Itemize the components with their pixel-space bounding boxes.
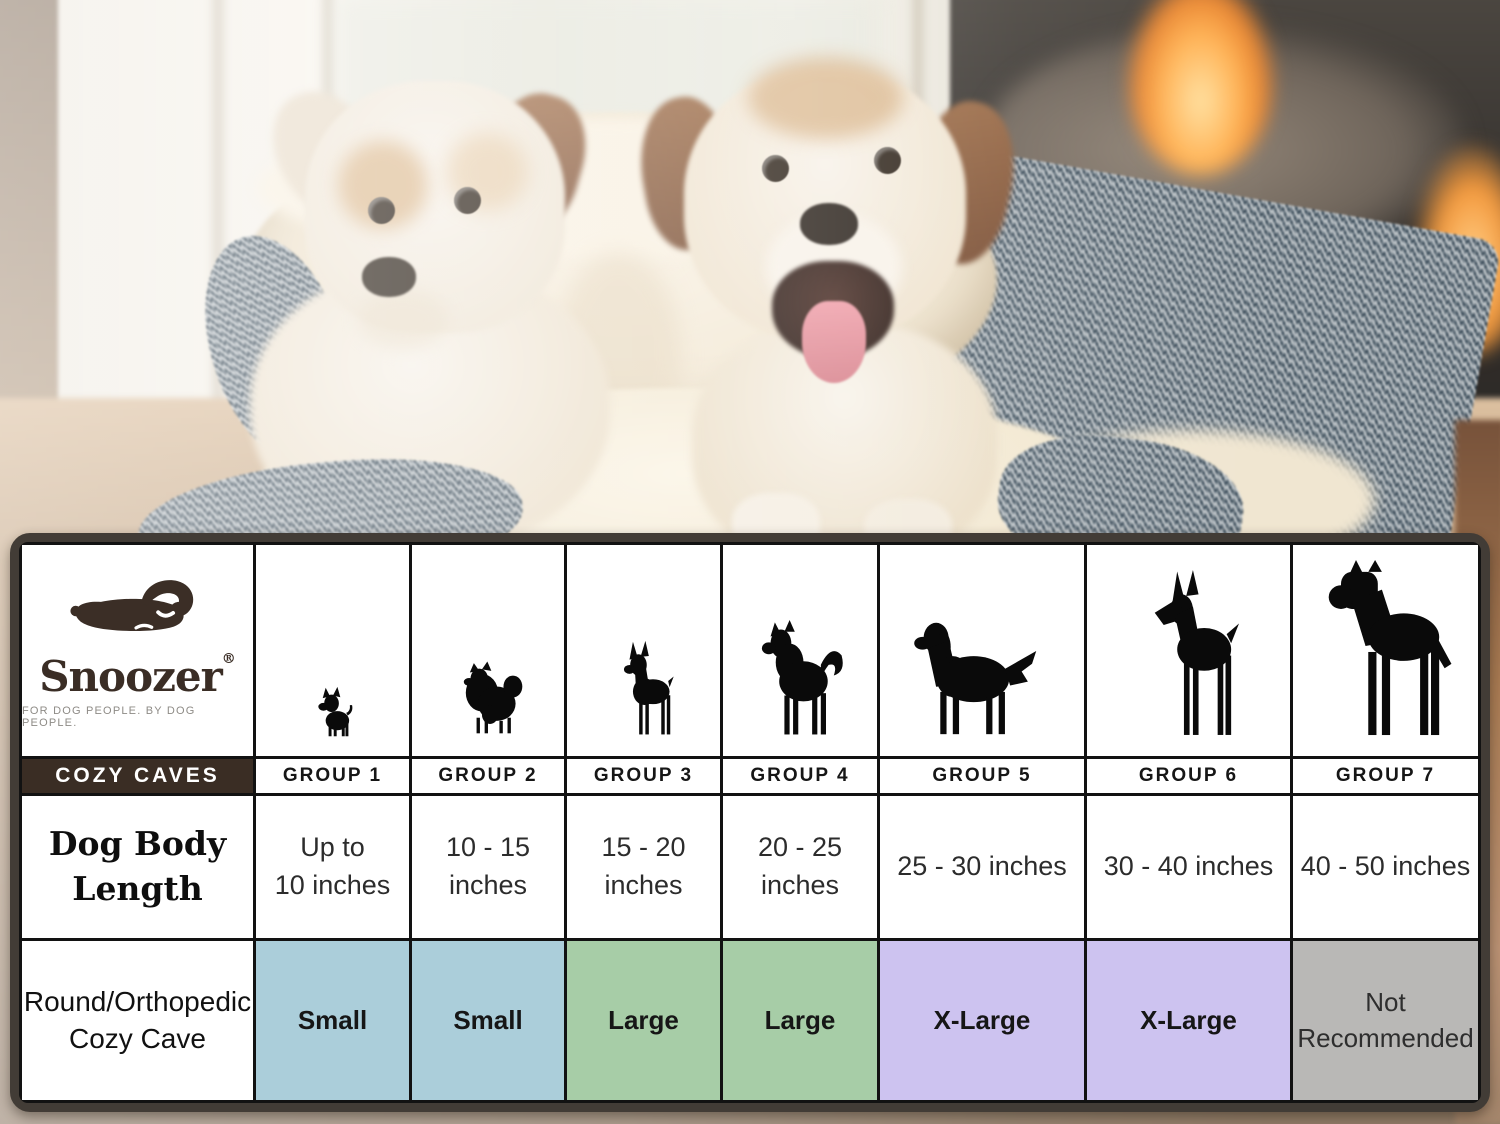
body-length-cell-2: 10 - 15 inches bbox=[412, 796, 564, 938]
pomeranian-silhouette-icon bbox=[463, 661, 523, 734]
group-header-cell-5: GROUP 5 bbox=[880, 759, 1084, 793]
size-cell-3: Large bbox=[567, 941, 720, 1100]
akita-silhouette-icon bbox=[761, 620, 843, 735]
doberman-silhouette-icon bbox=[1154, 570, 1239, 735]
body-length-cell-7: 40 - 50 inches bbox=[1293, 796, 1478, 938]
dog-left-nose bbox=[362, 257, 416, 297]
group-header-cell-7: GROUP 7 bbox=[1293, 759, 1478, 793]
row-header-body-length: Dog Body Length bbox=[22, 796, 253, 938]
body-length-cell-5: 25 - 30 inches bbox=[880, 796, 1084, 938]
group-header-cell-1: GROUP 1 bbox=[256, 759, 409, 793]
snoozer-dog-logo-icon bbox=[69, 580, 193, 632]
size-cell-7: Not Recommended bbox=[1293, 941, 1478, 1100]
size-cell-5: X-Large bbox=[880, 941, 1084, 1100]
body-length-cell-3: 15 - 20 inches bbox=[567, 796, 720, 938]
dog-silhouette-cell-2 bbox=[412, 545, 564, 756]
body-length-cell-6: 30 - 40 inches bbox=[1087, 796, 1290, 938]
body-length-cell-1: Up to 10 inches bbox=[256, 796, 409, 938]
dog-right-eye bbox=[874, 147, 901, 174]
dog-left-eye bbox=[454, 187, 481, 214]
brand-wordmark: Snoozer® bbox=[39, 651, 236, 701]
size-chart-grid: Snoozer® FOR DOG PEOPLE. BY DOG PEOPLE. bbox=[19, 542, 1481, 1103]
dog-silhouette-cell-5 bbox=[880, 545, 1084, 756]
golden-retriever-silhouette-icon bbox=[914, 622, 1037, 735]
size-cell-1: Small bbox=[256, 941, 409, 1100]
great-dane-silhouette-icon bbox=[1328, 560, 1451, 736]
dog-silhouette-cell-1 bbox=[256, 545, 409, 756]
series-label-cell: COZY CAVES bbox=[22, 759, 253, 793]
group-header-cell-4: GROUP 4 bbox=[723, 759, 877, 793]
dog-left-eye bbox=[368, 197, 395, 224]
size-chart-table: Snoozer® FOR DOG PEOPLE. BY DOG PEOPLE. bbox=[10, 533, 1490, 1112]
dog-right-tongue bbox=[802, 301, 866, 383]
dog-silhouette-cell-7 bbox=[1293, 545, 1478, 756]
fireplace-flame bbox=[1128, 0, 1273, 175]
row-header-product: Round/Orthopedic Cozy Cave bbox=[22, 941, 253, 1100]
dog-silhouette-cell-3 bbox=[567, 545, 720, 756]
dog-silhouette-cell-6 bbox=[1087, 545, 1290, 756]
dog-right-crown-patch bbox=[748, 57, 903, 139]
group-header-cell-2: GROUP 2 bbox=[412, 759, 564, 793]
group-header-cell-6: GROUP 6 bbox=[1087, 759, 1290, 793]
brand-logo-cell: Snoozer® FOR DOG PEOPLE. BY DOG PEOPLE. bbox=[22, 545, 253, 756]
registered-mark: ® bbox=[221, 651, 236, 667]
size-cell-2: Small bbox=[412, 941, 564, 1100]
chihuahua-silhouette-icon bbox=[317, 686, 352, 737]
body-length-cell-4: 20 - 25 inches bbox=[723, 796, 877, 938]
size-cell-6: X-Large bbox=[1087, 941, 1290, 1100]
brand-tagline: FOR DOG PEOPLE. BY DOG PEOPLE. bbox=[22, 705, 196, 729]
size-cell-4: Large bbox=[723, 941, 877, 1100]
group-header-cell-3: GROUP 3 bbox=[567, 759, 720, 793]
dog-silhouette-cell-4 bbox=[723, 545, 877, 756]
dog-right bbox=[629, 55, 1070, 568]
boston-terrier-silhouette-icon bbox=[623, 640, 674, 735]
dog-right-eye bbox=[762, 155, 789, 182]
dog-left-muzzle bbox=[358, 289, 448, 349]
dog-right-nose bbox=[800, 203, 858, 245]
